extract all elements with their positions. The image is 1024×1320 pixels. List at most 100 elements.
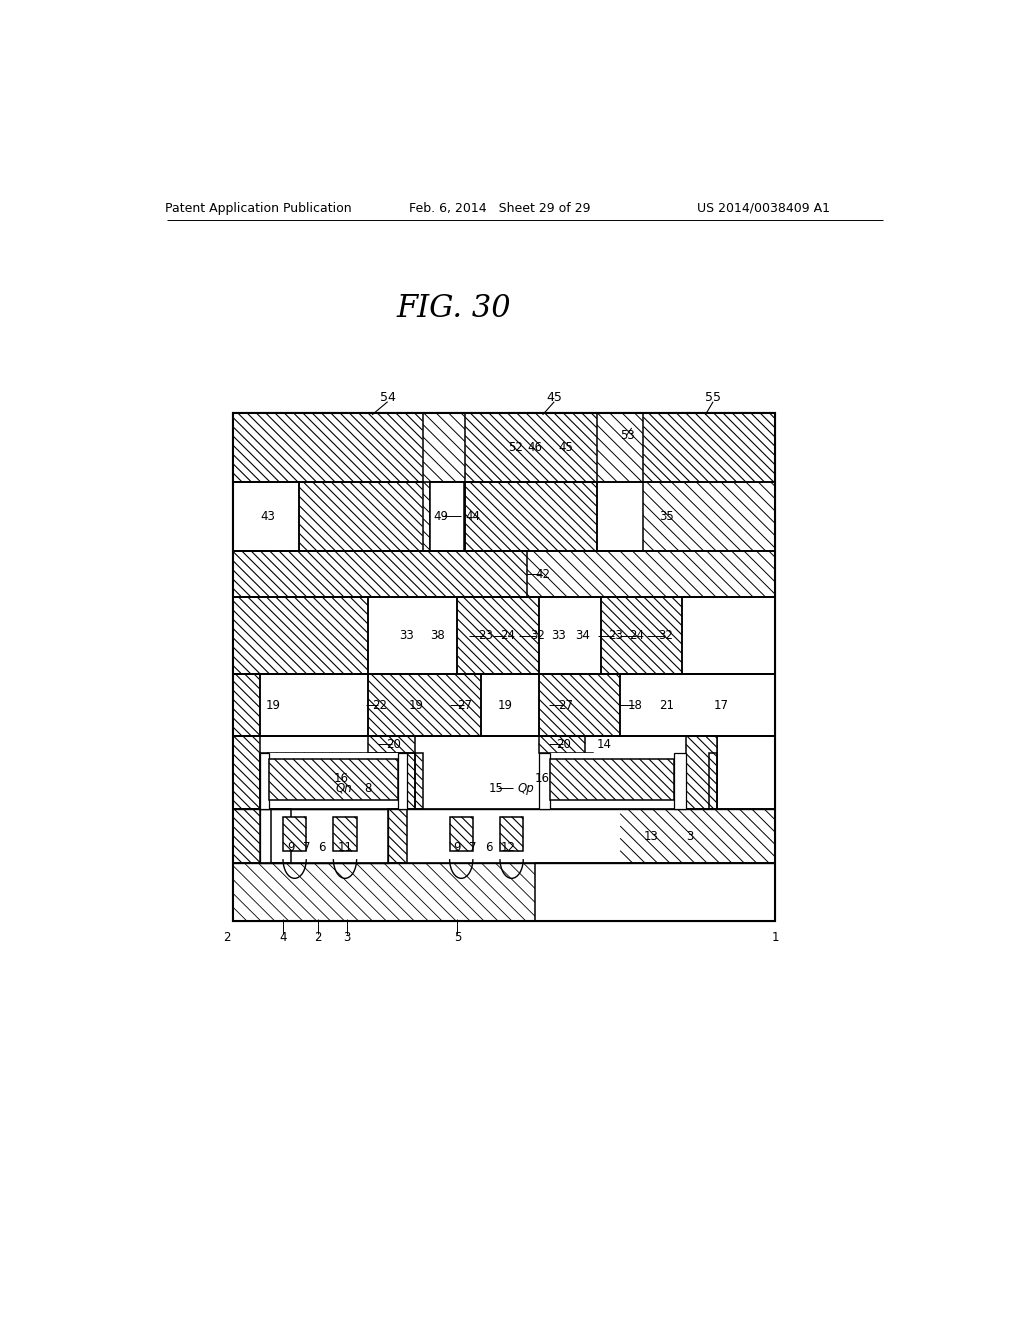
Bar xyxy=(260,809,388,863)
Text: 34: 34 xyxy=(575,630,591,643)
Bar xyxy=(299,482,423,552)
Bar xyxy=(480,675,539,737)
Text: 9: 9 xyxy=(287,841,295,854)
Bar xyxy=(232,809,260,863)
Bar xyxy=(369,737,415,752)
Bar xyxy=(465,482,597,552)
Text: 16: 16 xyxy=(535,772,550,785)
Text: FIG. 30: FIG. 30 xyxy=(396,293,511,323)
Text: 49: 49 xyxy=(433,510,449,523)
Text: 32: 32 xyxy=(530,630,545,643)
Text: 4: 4 xyxy=(280,931,287,944)
Text: 43: 43 xyxy=(260,510,274,523)
Text: 55: 55 xyxy=(706,391,721,404)
Bar xyxy=(334,817,356,851)
Bar xyxy=(465,412,597,482)
Bar xyxy=(621,809,775,863)
Bar xyxy=(299,482,423,552)
Bar xyxy=(539,737,586,752)
Text: 12: 12 xyxy=(501,841,515,854)
Text: 1: 1 xyxy=(771,931,779,944)
Bar xyxy=(269,759,397,800)
Bar xyxy=(232,809,260,863)
Bar xyxy=(586,752,593,809)
Bar xyxy=(643,412,775,482)
Bar xyxy=(369,737,415,752)
Bar xyxy=(539,675,621,737)
Bar xyxy=(260,752,267,809)
Bar xyxy=(232,675,775,737)
Bar xyxy=(283,817,306,851)
Bar xyxy=(415,752,423,809)
Bar xyxy=(271,809,291,863)
Bar xyxy=(232,675,260,737)
Text: 16: 16 xyxy=(334,772,349,785)
Text: 11: 11 xyxy=(338,841,352,854)
Text: 5: 5 xyxy=(454,931,461,944)
Text: 19: 19 xyxy=(498,698,513,711)
Bar xyxy=(686,737,717,809)
Text: 6: 6 xyxy=(318,841,326,854)
Text: 3: 3 xyxy=(686,829,693,842)
Text: 44: 44 xyxy=(465,510,480,523)
Text: 45: 45 xyxy=(547,391,562,404)
Text: 3: 3 xyxy=(343,931,350,944)
Bar xyxy=(539,752,550,809)
Bar xyxy=(539,597,601,675)
Bar xyxy=(450,817,473,851)
Bar xyxy=(539,675,621,737)
Bar xyxy=(450,817,473,851)
Bar xyxy=(232,737,260,809)
Bar xyxy=(267,752,415,809)
Text: 20: 20 xyxy=(386,738,401,751)
Text: 38: 38 xyxy=(430,630,445,643)
Text: 15: 15 xyxy=(489,781,504,795)
Bar xyxy=(430,482,464,552)
Text: 32: 32 xyxy=(658,630,673,643)
Bar xyxy=(710,752,717,809)
Bar xyxy=(260,752,407,809)
Bar xyxy=(415,752,423,809)
Bar xyxy=(271,809,291,863)
Bar xyxy=(369,675,480,737)
Text: 33: 33 xyxy=(551,630,565,643)
Bar xyxy=(539,737,586,752)
Bar xyxy=(232,597,775,675)
Bar xyxy=(601,597,682,675)
Bar xyxy=(267,752,415,809)
Bar xyxy=(232,737,260,809)
Text: 53: 53 xyxy=(621,429,635,442)
Bar xyxy=(260,675,369,737)
Bar xyxy=(407,809,775,863)
Text: 23: 23 xyxy=(478,630,494,643)
Bar xyxy=(232,597,369,675)
Text: 21: 21 xyxy=(659,698,674,711)
Bar xyxy=(550,759,675,800)
Bar xyxy=(232,412,775,482)
Bar xyxy=(232,412,423,482)
Bar xyxy=(232,482,775,552)
Text: 9: 9 xyxy=(454,841,461,854)
Bar xyxy=(232,412,775,921)
Bar xyxy=(232,552,527,597)
Bar xyxy=(717,737,775,809)
Text: 20: 20 xyxy=(557,738,571,751)
Text: 13: 13 xyxy=(644,829,658,842)
Bar xyxy=(232,737,775,809)
Text: Qp: Qp xyxy=(518,781,535,795)
Bar xyxy=(388,809,407,863)
Bar xyxy=(458,597,539,675)
Text: 2: 2 xyxy=(314,931,322,944)
Bar xyxy=(430,482,465,552)
Bar xyxy=(621,809,775,863)
Bar xyxy=(597,482,643,552)
Bar xyxy=(388,809,407,863)
Text: 19: 19 xyxy=(265,698,281,711)
Bar xyxy=(686,737,775,809)
Bar xyxy=(232,863,775,921)
Bar xyxy=(458,597,539,675)
Bar xyxy=(232,809,775,863)
Bar xyxy=(232,552,527,597)
Text: 6: 6 xyxy=(484,841,493,854)
Bar xyxy=(232,412,775,482)
